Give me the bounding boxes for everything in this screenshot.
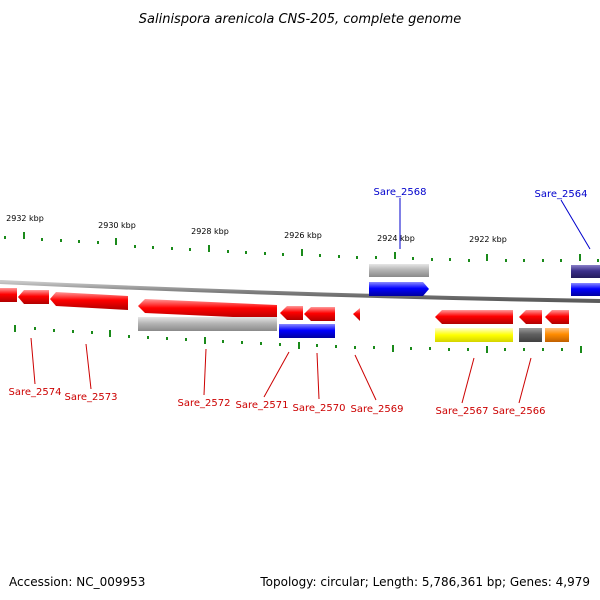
- gene-label-sare-2571[interactable]: Sare_2571: [236, 400, 289, 411]
- leader-lines: [30, 198, 591, 404]
- map-title: Salinispora arenicola CNS-205, complete …: [139, 12, 461, 27]
- accession-text: Accession: NC_009953: [9, 575, 145, 589]
- genome-summary-text: Topology: circular; Length: 5,786,361 bp…: [259, 575, 590, 589]
- ruler-ticks-bottom: [14, 325, 582, 353]
- ruler-label: 2926 kbp: [284, 231, 322, 240]
- gene-label-sare-2564[interactable]: Sare_2564: [535, 189, 588, 200]
- gene-sare-2572[interactable]: [138, 299, 277, 319]
- ruler-label: 2928 kbp: [191, 227, 229, 236]
- gene-label-sare-2568[interactable]: Sare_2568: [374, 187, 427, 198]
- gene-sare-2571[interactable]: [280, 306, 303, 320]
- gene-sare-2567[interactable]: [435, 310, 513, 324]
- gene-sare-2566-dark[interactable]: [519, 328, 542, 342]
- gene-sare-2574[interactable]: [18, 290, 49, 304]
- gene-sare-2568-gray[interactable]: [369, 264, 429, 277]
- gene-label-sare-2566[interactable]: Sare_2566: [493, 406, 546, 417]
- gene-sare-2567-yellow[interactable]: [435, 328, 513, 342]
- gene-sare-2565-orange[interactable]: [545, 328, 569, 342]
- gene-sare-2568[interactable]: [369, 282, 429, 296]
- genome-backbone: [0, 280, 600, 303]
- gene-label-sare-2572[interactable]: Sare_2572: [178, 398, 231, 409]
- gene-sare-2569[interactable]: [353, 308, 360, 321]
- gene-sare-2564[interactable]: [571, 283, 600, 296]
- gene-sare-2573[interactable]: [50, 292, 128, 310]
- ruler-label: 2924 kbp: [377, 234, 415, 243]
- gene-label-sare-2573[interactable]: Sare_2573: [65, 392, 118, 403]
- gene-sare-2570[interactable]: [279, 324, 335, 338]
- gene-sare-2566-red[interactable]: [519, 310, 542, 324]
- gene-sare-2564-purple[interactable]: [571, 265, 600, 278]
- gene-sare-2572-gray[interactable]: [138, 317, 277, 331]
- gene-partial-left[interactable]: [0, 288, 17, 302]
- gene-sare-2565[interactable]: [545, 310, 569, 324]
- ruler-label: 2932 kbp: [6, 214, 44, 223]
- gene-label-sare-2574[interactable]: Sare_2574: [9, 387, 62, 398]
- ruler-label: 2922 kbp: [469, 235, 507, 244]
- gene-label-sare-2569[interactable]: Sare_2569: [351, 404, 404, 415]
- gene-label-sare-2567[interactable]: Sare_2567: [436, 406, 489, 417]
- gene-sare-2570-red[interactable]: [304, 307, 335, 321]
- ruler-ticks-top: [4, 232, 599, 262]
- gene-label-sare-2570[interactable]: Sare_2570: [293, 403, 346, 414]
- ruler-label: 2930 kbp: [98, 221, 136, 230]
